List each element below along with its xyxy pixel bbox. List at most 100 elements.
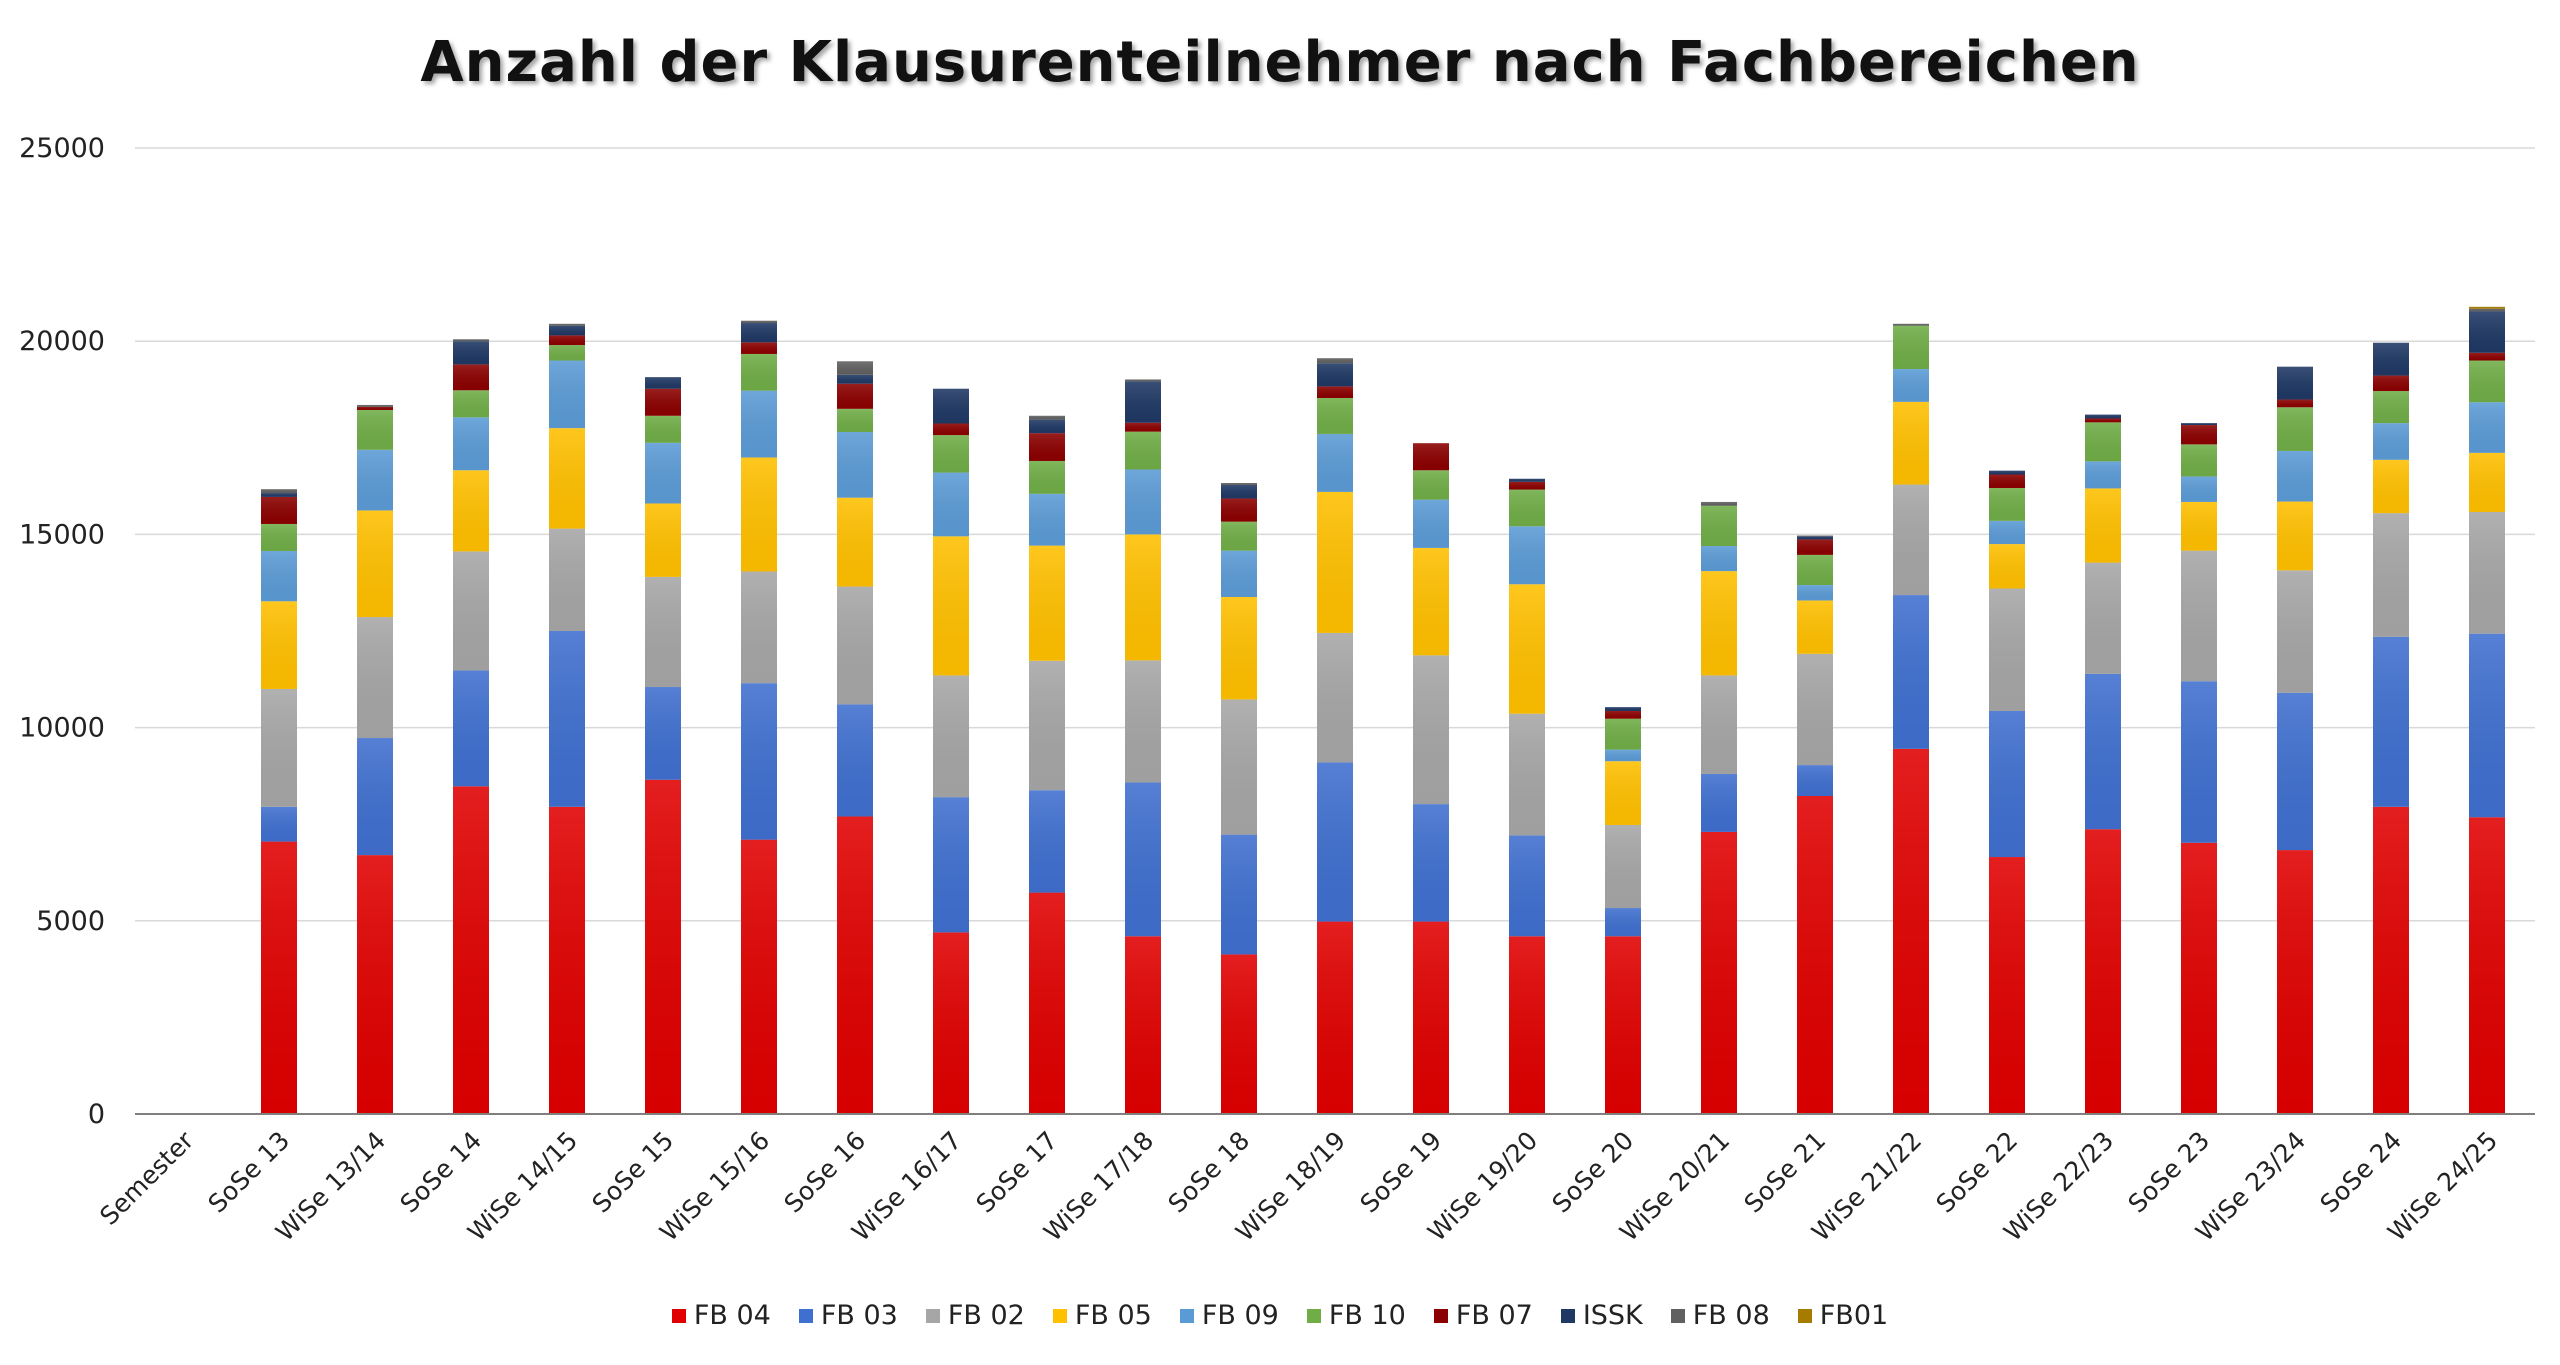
bar-segment-shade: [1989, 588, 2025, 711]
bar-segment-shade: [1797, 536, 1833, 540]
legend-item: FB 09: [1179, 1300, 1279, 1331]
legend-item: FB 03: [798, 1300, 898, 1331]
legend-item: FB 05: [1052, 1300, 1152, 1331]
legend-swatch: [1433, 1308, 1448, 1323]
bar-segment-shade: [1413, 470, 1449, 500]
bar-segment-shade: [1701, 545, 1737, 572]
bar-segment-shade: [1701, 505, 1737, 546]
bar-segment-shade: [2277, 850, 2313, 1114]
bar-segment-shade: [357, 406, 393, 410]
bar-segment-shade: [1797, 765, 1833, 796]
bar-segment-shade: [1509, 478, 1545, 482]
bar-segment-shade: [837, 586, 873, 705]
bar-segment-shade: [1317, 632, 1353, 763]
bar-segment-shade: [837, 432, 873, 498]
bar-segment-shade: [1413, 804, 1449, 922]
bar-segment-shade: [549, 528, 585, 631]
y-tick-label: 0: [88, 1099, 105, 1130]
legend-item: FB 10: [1306, 1300, 1406, 1331]
bar-segment-shade: [1797, 585, 1833, 601]
bar-segment-shade: [1413, 655, 1449, 805]
bar-segment-shade: [837, 497, 873, 587]
bar-segment-shade: [2277, 570, 2313, 693]
legend-swatch: [1797, 1308, 1812, 1323]
bar-segment-shade: [1989, 470, 2025, 475]
bar-segment-shade: [1989, 710, 2025, 858]
bar-segment-shade: [1221, 484, 1257, 499]
bar-segment-shade: [1701, 675, 1737, 774]
y-tick-label: 20000: [19, 326, 105, 357]
bar-segment-shade: [261, 496, 297, 524]
legend-label: FB01: [1819, 1300, 1889, 1331]
bar-segment-shade: [2277, 501, 2313, 571]
bar-segment-shade: [1125, 381, 1161, 423]
bar-segment-shade: [2469, 817, 2505, 1114]
bar-segment-shade: [2373, 636, 2409, 807]
bar-segment-shade: [1701, 501, 1737, 506]
legend-label: ISSK: [1582, 1300, 1643, 1331]
bar-segment-shade: [1989, 488, 2025, 521]
legend-label: FB 08: [1692, 1300, 1770, 1331]
bar-segment-shade: [549, 325, 585, 336]
bar-segment-shade: [1893, 748, 1929, 1114]
bar-segment-shade: [2277, 399, 2313, 408]
bar-segment-shade: [2277, 407, 2313, 451]
bar-segment-shade: [1125, 936, 1161, 1114]
bar-segment-shade: [1989, 857, 2025, 1114]
bar-segment-shade: [1221, 483, 1257, 485]
bar-segment-shade: [1605, 707, 1641, 711]
bar-segment-shade: [453, 786, 489, 1114]
bar-segment-shade: [1317, 358, 1353, 364]
bar-segment-shade: [1605, 908, 1641, 937]
bar-segment-shade: [645, 415, 681, 443]
y-tick-label: 10000: [19, 713, 105, 744]
bar-segment-shade: [2469, 452, 2505, 512]
bar-segment-shade: [1605, 936, 1641, 1114]
bar-segment-shade: [741, 353, 777, 391]
bar-segment-shade: [549, 335, 585, 346]
bar-segment-shade: [933, 472, 969, 537]
bar-segment-shade: [549, 428, 585, 529]
bar-segment-shade: [2469, 360, 2505, 403]
bar-segment-shade: [1893, 369, 1929, 402]
bar-segment-shade: [741, 457, 777, 572]
bar-segment-shade: [1797, 535, 1833, 537]
bar-segment-shade: [1509, 936, 1545, 1114]
bar-segment-shade: [1509, 526, 1545, 585]
bar-segment-shade: [2181, 476, 2217, 502]
x-tick-label: SoSe 23: [2122, 1126, 2215, 1219]
bar-segment-shade: [2469, 306, 2505, 309]
bar-segment-shade: [2181, 423, 2217, 426]
bar-segment-shade: [1317, 491, 1353, 633]
bar-segment-shade: [2277, 450, 2313, 502]
bar-segment-shade: [453, 670, 489, 787]
legend-swatch: [1306, 1308, 1321, 1323]
bar-segment-shade: [453, 339, 489, 342]
bar-segment-shade: [2277, 366, 2313, 400]
legend-item: FB 07: [1433, 1300, 1533, 1331]
bar-segment-shade: [933, 388, 969, 424]
bar-segment-shade: [1221, 596, 1257, 700]
bar-segment-shade: [933, 435, 969, 473]
bar-segment-shade: [1797, 795, 1833, 1114]
bar-segment-shade: [453, 390, 489, 418]
bar-segment-shade: [837, 374, 873, 384]
bar-segment-shade: [2469, 352, 2505, 361]
bar-segment-shade: [741, 390, 777, 458]
legend-item: FB 04: [671, 1300, 771, 1331]
bar-segment-shade: [837, 408, 873, 433]
bar-segment-shade: [549, 345, 585, 361]
bar-segment-shade: [2469, 402, 2505, 453]
bar-segment-shade: [1125, 469, 1161, 535]
bar-segment-shade: [837, 704, 873, 817]
bar-segment-shade: [261, 493, 297, 497]
bar-segment-shade: [645, 779, 681, 1114]
bar-segment-shade: [1125, 782, 1161, 937]
x-tick-label: SoSe 13: [202, 1126, 295, 1219]
bar-segment-shade: [837, 361, 873, 375]
bar-segment-shade: [1029, 892, 1065, 1114]
bar-segment-shade: [1509, 713, 1545, 836]
bar-segment-shade: [1125, 660, 1161, 783]
bar-segment-shade: [1509, 489, 1545, 527]
